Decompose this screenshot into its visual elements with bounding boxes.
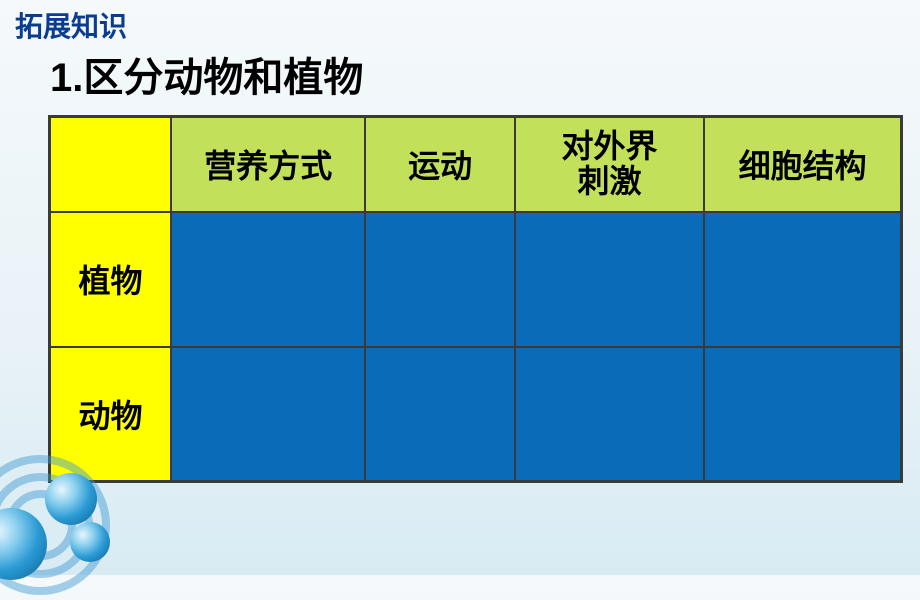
col-header-stimulus: 对外界刺激: [515, 117, 704, 212]
header-corner-cell: [50, 117, 172, 212]
data-cell: [365, 212, 514, 347]
row-header-plant: 植物: [50, 212, 172, 347]
col-header-cell-structure: 细胞结构: [704, 117, 901, 212]
table-row: 植物: [50, 212, 902, 347]
data-cell: [171, 212, 365, 347]
data-cell: [704, 347, 901, 482]
sphere-icon: [70, 522, 110, 562]
sphere-icon: [45, 473, 97, 525]
page-subtitle: 拓展知识: [15, 5, 127, 45]
table-header-row: 营养方式 运动 对外界刺激 细胞结构: [50, 117, 902, 212]
data-cell: [365, 347, 514, 482]
data-cell: [171, 347, 365, 482]
col-header-movement: 运动: [365, 117, 514, 212]
page-title: 1.区分动物和植物: [50, 45, 363, 103]
data-cell: [515, 212, 704, 347]
col-header-stimulus-text: 对外界刺激: [562, 128, 658, 199]
col-header-nutrition: 营养方式: [171, 117, 365, 212]
data-cell: [704, 212, 901, 347]
decorative-spheres: [0, 450, 150, 600]
comparison-table-container: 营养方式 运动 对外界刺激 细胞结构 植物 动物: [48, 115, 903, 483]
data-cell: [515, 347, 704, 482]
comparison-table: 营养方式 运动 对外界刺激 细胞结构 植物 动物: [48, 115, 903, 483]
table-row: 动物: [50, 347, 902, 482]
